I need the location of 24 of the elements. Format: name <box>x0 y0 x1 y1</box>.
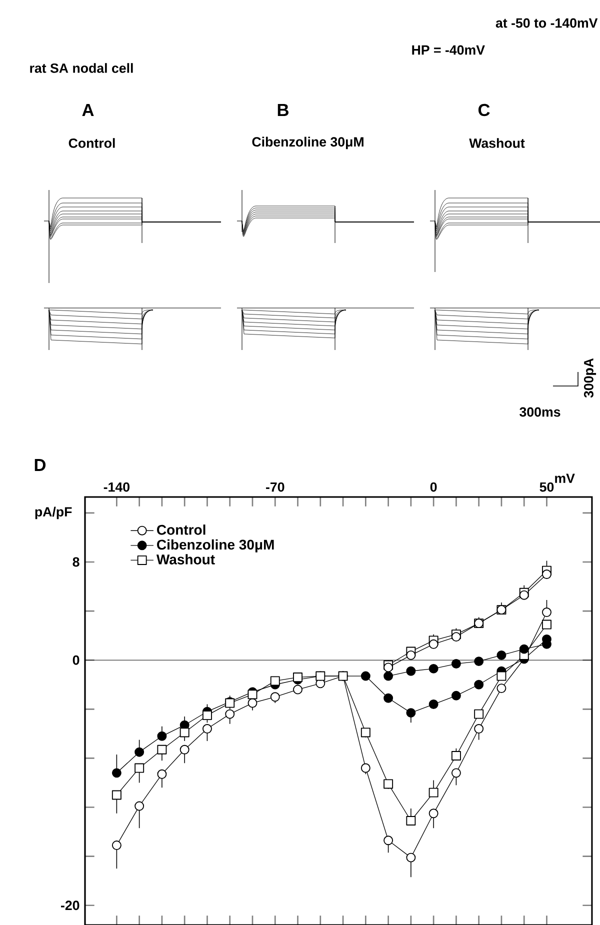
text: 300pA <box>584 358 596 398</box>
text: D <box>34 459 46 471</box>
y-tick-label: 8 <box>72 557 80 567</box>
x-tick-label: 0 <box>430 482 437 492</box>
y-tick-label: -20 <box>61 900 80 910</box>
y-tick-label: 0 <box>72 655 80 665</box>
text: A <box>82 104 94 116</box>
legend-label: Control <box>157 524 206 535</box>
text: C <box>478 104 490 116</box>
text: Cibenzoline 30μM <box>252 136 364 150</box>
legend-label: Washout <box>156 554 215 564</box>
x-tick-label: 50 <box>540 482 554 492</box>
text: at -50 to -140mV <box>496 18 598 28</box>
text: 300ms <box>520 407 560 417</box>
text: Control <box>68 138 115 148</box>
text: HP = -40mV <box>412 45 485 55</box>
legend-label: Cibenzoline 30μM <box>157 539 274 552</box>
text: Washout <box>469 138 525 148</box>
x-tick-label: -140 <box>104 482 130 492</box>
x-tick-label: -70 <box>266 482 284 492</box>
text: rat SA nodal cell <box>30 63 133 73</box>
y-axis-title: pA/pF <box>35 506 72 520</box>
text: B <box>278 104 288 116</box>
x-axis-title: mV <box>555 474 575 483</box>
